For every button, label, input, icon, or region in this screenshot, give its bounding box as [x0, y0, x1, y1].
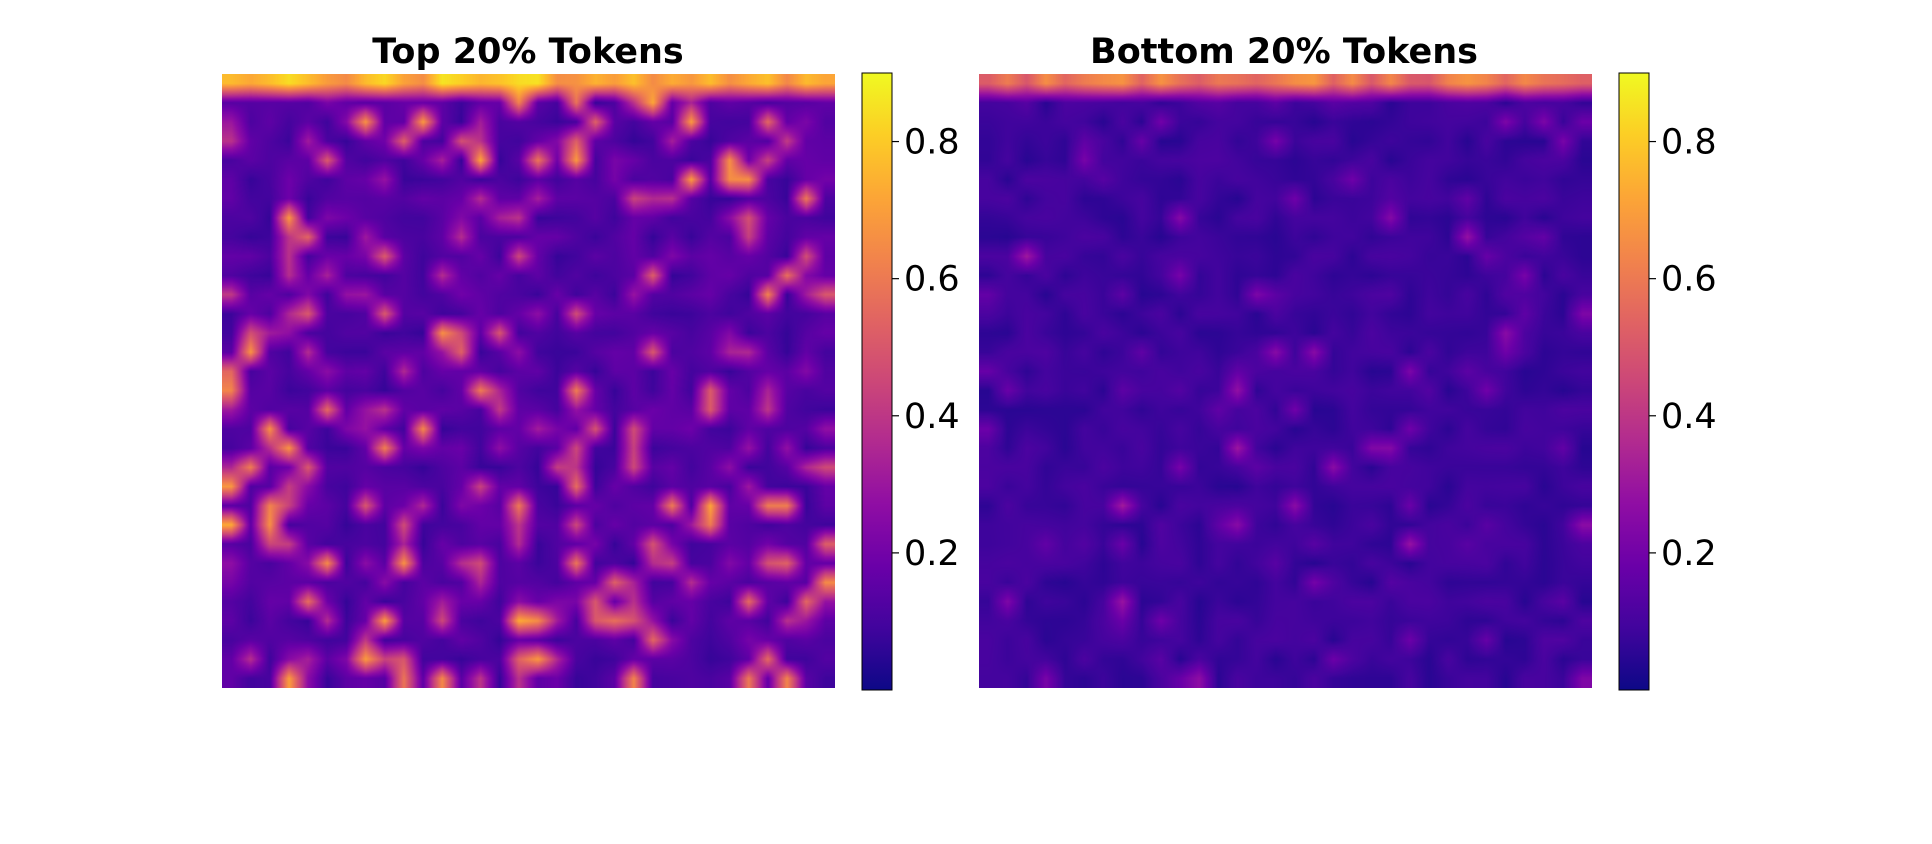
colorbar-tick-label: 0.8 — [1661, 123, 1717, 163]
colorbar: 0.2 0.4 0.6 0.8 — [1618, 72, 1717, 691]
colorbar-tick-label: 0.8 — [904, 123, 960, 163]
colorbar-gradient — [1618, 72, 1650, 691]
colorbar-tick-label: 0.2 — [1661, 534, 1717, 574]
colorbar-tick-label: 0.6 — [1661, 260, 1717, 300]
chart-title: Bottom 20% Tokens — [1090, 32, 1478, 72]
colorbar-ticks: 0.2 0.4 0.6 0.8 — [892, 123, 960, 574]
chart-title: Top 20% Tokens — [372, 32, 684, 72]
heatmap-canvas — [979, 74, 1592, 688]
colorbar-tick-label: 0.6 — [904, 260, 960, 300]
colorbar-tick-label: 0.4 — [904, 397, 960, 437]
heatmap-canvas — [222, 74, 835, 688]
heatmap-panel-top: Top 20% Tokens 0.2 0.4 0.6 0.8 — [222, 32, 960, 691]
heatmap-area — [979, 74, 1592, 688]
colorbar-gradient — [861, 72, 893, 691]
heatmap-area — [222, 74, 835, 688]
colorbar-ticks: 0.2 0.4 0.6 0.8 — [1649, 123, 1717, 574]
colorbar-tick-label: 0.4 — [1661, 397, 1717, 437]
colorbar-tick-label: 0.2 — [904, 534, 960, 574]
heatmap-panel-bottom: Bottom 20% Tokens 0.2 0.4 0.6 0.8 — [979, 32, 1717, 691]
colorbar: 0.2 0.4 0.6 0.8 — [861, 72, 960, 691]
